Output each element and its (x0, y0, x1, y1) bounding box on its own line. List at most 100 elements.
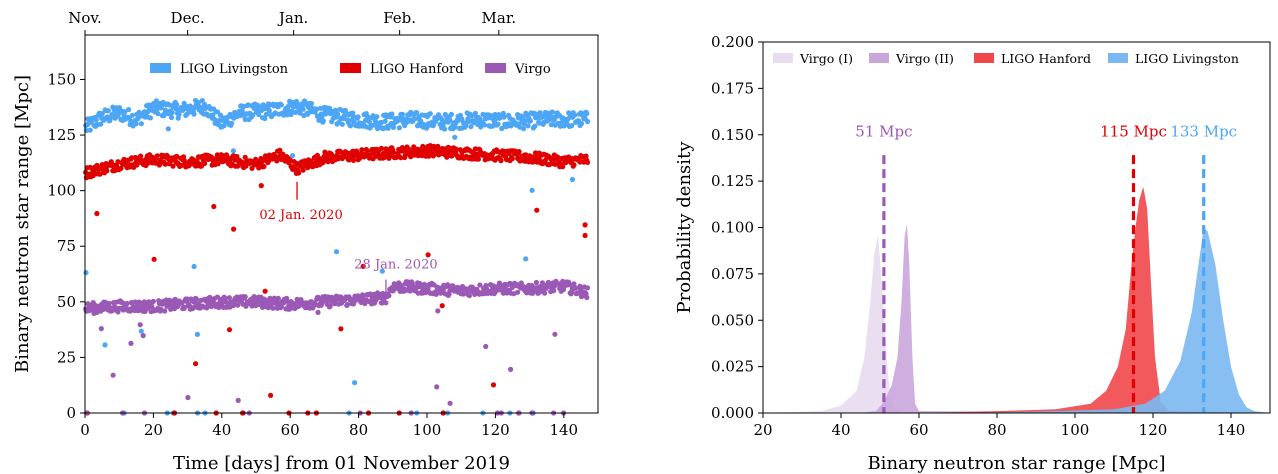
legend-label: LIGO Hanford (1001, 51, 1091, 66)
right-x-axis-label: Binary neutron star range [Mpc] (867, 453, 1165, 474)
data-point (572, 112, 578, 118)
data-point (584, 118, 591, 125)
outlier-point (523, 256, 529, 262)
data-point (327, 303, 333, 309)
outlier-point (490, 382, 497, 388)
data-point (375, 149, 381, 155)
outlier-point (529, 187, 535, 193)
outlier-point (569, 176, 576, 183)
left-legend: LIGO Livingston LIGO Hanford Virgo (150, 62, 551, 77)
data-point (472, 110, 478, 116)
top-tick-label: Feb. (383, 9, 416, 27)
data-point (577, 283, 583, 289)
outlier-point (289, 153, 296, 159)
legend-label: LIGO Livingston (180, 62, 289, 77)
data-point (155, 111, 161, 117)
outlier-point (534, 207, 540, 213)
data-point (584, 285, 591, 291)
data-point (93, 117, 99, 123)
data-point (571, 281, 577, 287)
median-label: 133 Mpc (1170, 123, 1237, 141)
outlier-point (270, 300, 276, 306)
data-point (278, 102, 284, 108)
outlier-point (552, 331, 558, 337)
right-median-lines: 51 Mpc 115 Mpc 133 Mpc (855, 123, 1237, 413)
data-point (221, 123, 227, 129)
data-point (191, 304, 197, 310)
outlier-point (140, 333, 146, 339)
density-ligo-hanford (763, 186, 1270, 413)
outlier-point (98, 326, 104, 332)
data-point (176, 111, 182, 117)
y-tick-label: 0.000 (711, 404, 754, 422)
data-point (472, 146, 478, 152)
data-point (509, 156, 515, 162)
data-point (533, 279, 540, 286)
density-ligo-livingston (763, 227, 1270, 413)
data-point (475, 156, 481, 162)
data-point (199, 98, 205, 104)
data-point (389, 111, 395, 117)
y-tick-label: 0.025 (711, 358, 754, 376)
data-point (214, 109, 220, 115)
data-point (584, 159, 591, 165)
data-point (411, 116, 418, 122)
outlier-point (235, 397, 241, 403)
x-tick-label: 60 (281, 421, 300, 439)
data-point (427, 111, 433, 117)
y-tick-label: 0.200 (711, 33, 754, 51)
data-point (542, 290, 548, 296)
data-point (170, 163, 176, 169)
data-point (126, 107, 132, 113)
data-point (133, 121, 139, 127)
outlier-point (360, 263, 366, 269)
data-point (344, 302, 351, 308)
top-tick-label: Mar. (482, 9, 517, 27)
outlier-point (452, 134, 458, 140)
data-point (532, 123, 538, 129)
outlier-point (483, 343, 489, 350)
legend-label: Virgo (514, 62, 551, 77)
outlier-point (447, 400, 453, 406)
data-point (250, 112, 256, 118)
y-tick-label: 100 (47, 182, 76, 200)
data-point (266, 107, 272, 114)
data-point (308, 100, 314, 107)
x-tick-label: 120 (1139, 421, 1168, 439)
data-point (396, 125, 402, 131)
outlier-point (315, 309, 321, 315)
series-ligo-livingston (83, 97, 591, 416)
data-point (187, 103, 193, 109)
legend-swatch (340, 63, 361, 73)
x-tick-label: 60 (909, 421, 928, 439)
x-tick-label: 80 (987, 421, 1006, 439)
data-point (477, 282, 483, 288)
annotation-label: 02 Jan. 2020 (259, 208, 342, 223)
data-point (261, 163, 267, 170)
data-point (297, 110, 303, 116)
data-point (293, 109, 299, 115)
data-point (262, 115, 268, 122)
x-tick-label: 40 (831, 421, 850, 439)
outlier-point (230, 148, 236, 154)
outlier-point (338, 326, 344, 332)
data-point (296, 170, 302, 176)
data-point (249, 165, 255, 171)
outlier-point (128, 340, 134, 346)
data-point (235, 302, 241, 308)
data-point (390, 149, 396, 155)
data-point (577, 159, 583, 165)
data-point (466, 293, 472, 299)
outlier-point (137, 322, 143, 328)
data-point (214, 294, 220, 300)
left-chart-panel: 0 20 40 60 80 100 120 140 0 25 50 75 100 125 150 Nov. De… (12, 9, 599, 474)
data-point (332, 107, 339, 113)
data-point (515, 289, 521, 295)
legend-label: LIGO Hanford (370, 62, 464, 77)
data-point (390, 124, 396, 130)
data-point (495, 121, 501, 127)
data-point (355, 114, 361, 120)
data-point (359, 147, 365, 153)
outlier-point (379, 268, 385, 274)
data-point (498, 158, 504, 164)
